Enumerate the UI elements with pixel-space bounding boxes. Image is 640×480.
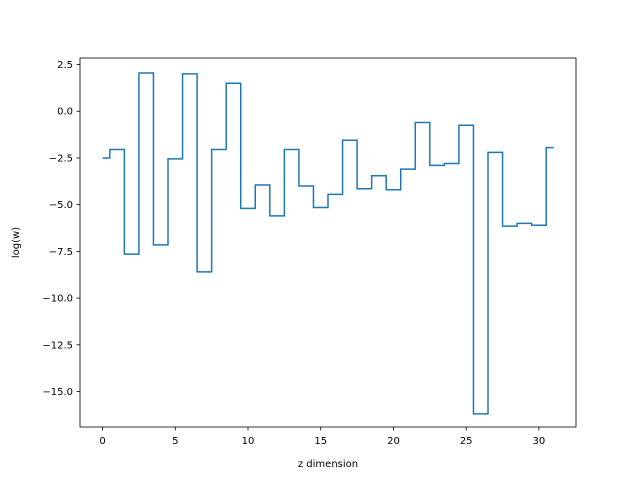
y-tick-label: −10.0 [42, 294, 73, 305]
y-tick-label: −12.5 [42, 340, 73, 351]
x-axis-ticks: 0 5 10 15 20 25 30 [99, 427, 545, 447]
series-layer [102, 72, 554, 415]
y-tick-label: −5.0 [49, 200, 73, 211]
x-tick-label: 20 [387, 436, 400, 447]
x-tick-label: 0 [99, 436, 105, 447]
x-tick-label: 15 [314, 436, 327, 447]
x-tick-label: 10 [242, 436, 255, 447]
y-tick-label: −7.5 [49, 247, 73, 258]
plot-area [80, 58, 576, 427]
y-axis-label: log(w) [11, 227, 22, 258]
y-tick-label: −15.0 [42, 387, 73, 398]
x-tick-label: 25 [460, 436, 473, 447]
y-tick-label: 2.5 [57, 60, 73, 71]
y-tick-label: 0.0 [57, 107, 73, 118]
x-axis-label: z dimension [298, 459, 358, 470]
y-tick-label: −2.5 [49, 153, 73, 164]
x-tick-label: 30 [533, 436, 546, 447]
series-line-0 [102, 72, 554, 415]
axes-frame [79, 57, 577, 428]
x-tick-label: 5 [172, 436, 178, 447]
y-axis-ticks: 2.5 0.0 −2.5 −5.0 −7.5 −10.0 −12.5 −15.0 [42, 60, 80, 398]
